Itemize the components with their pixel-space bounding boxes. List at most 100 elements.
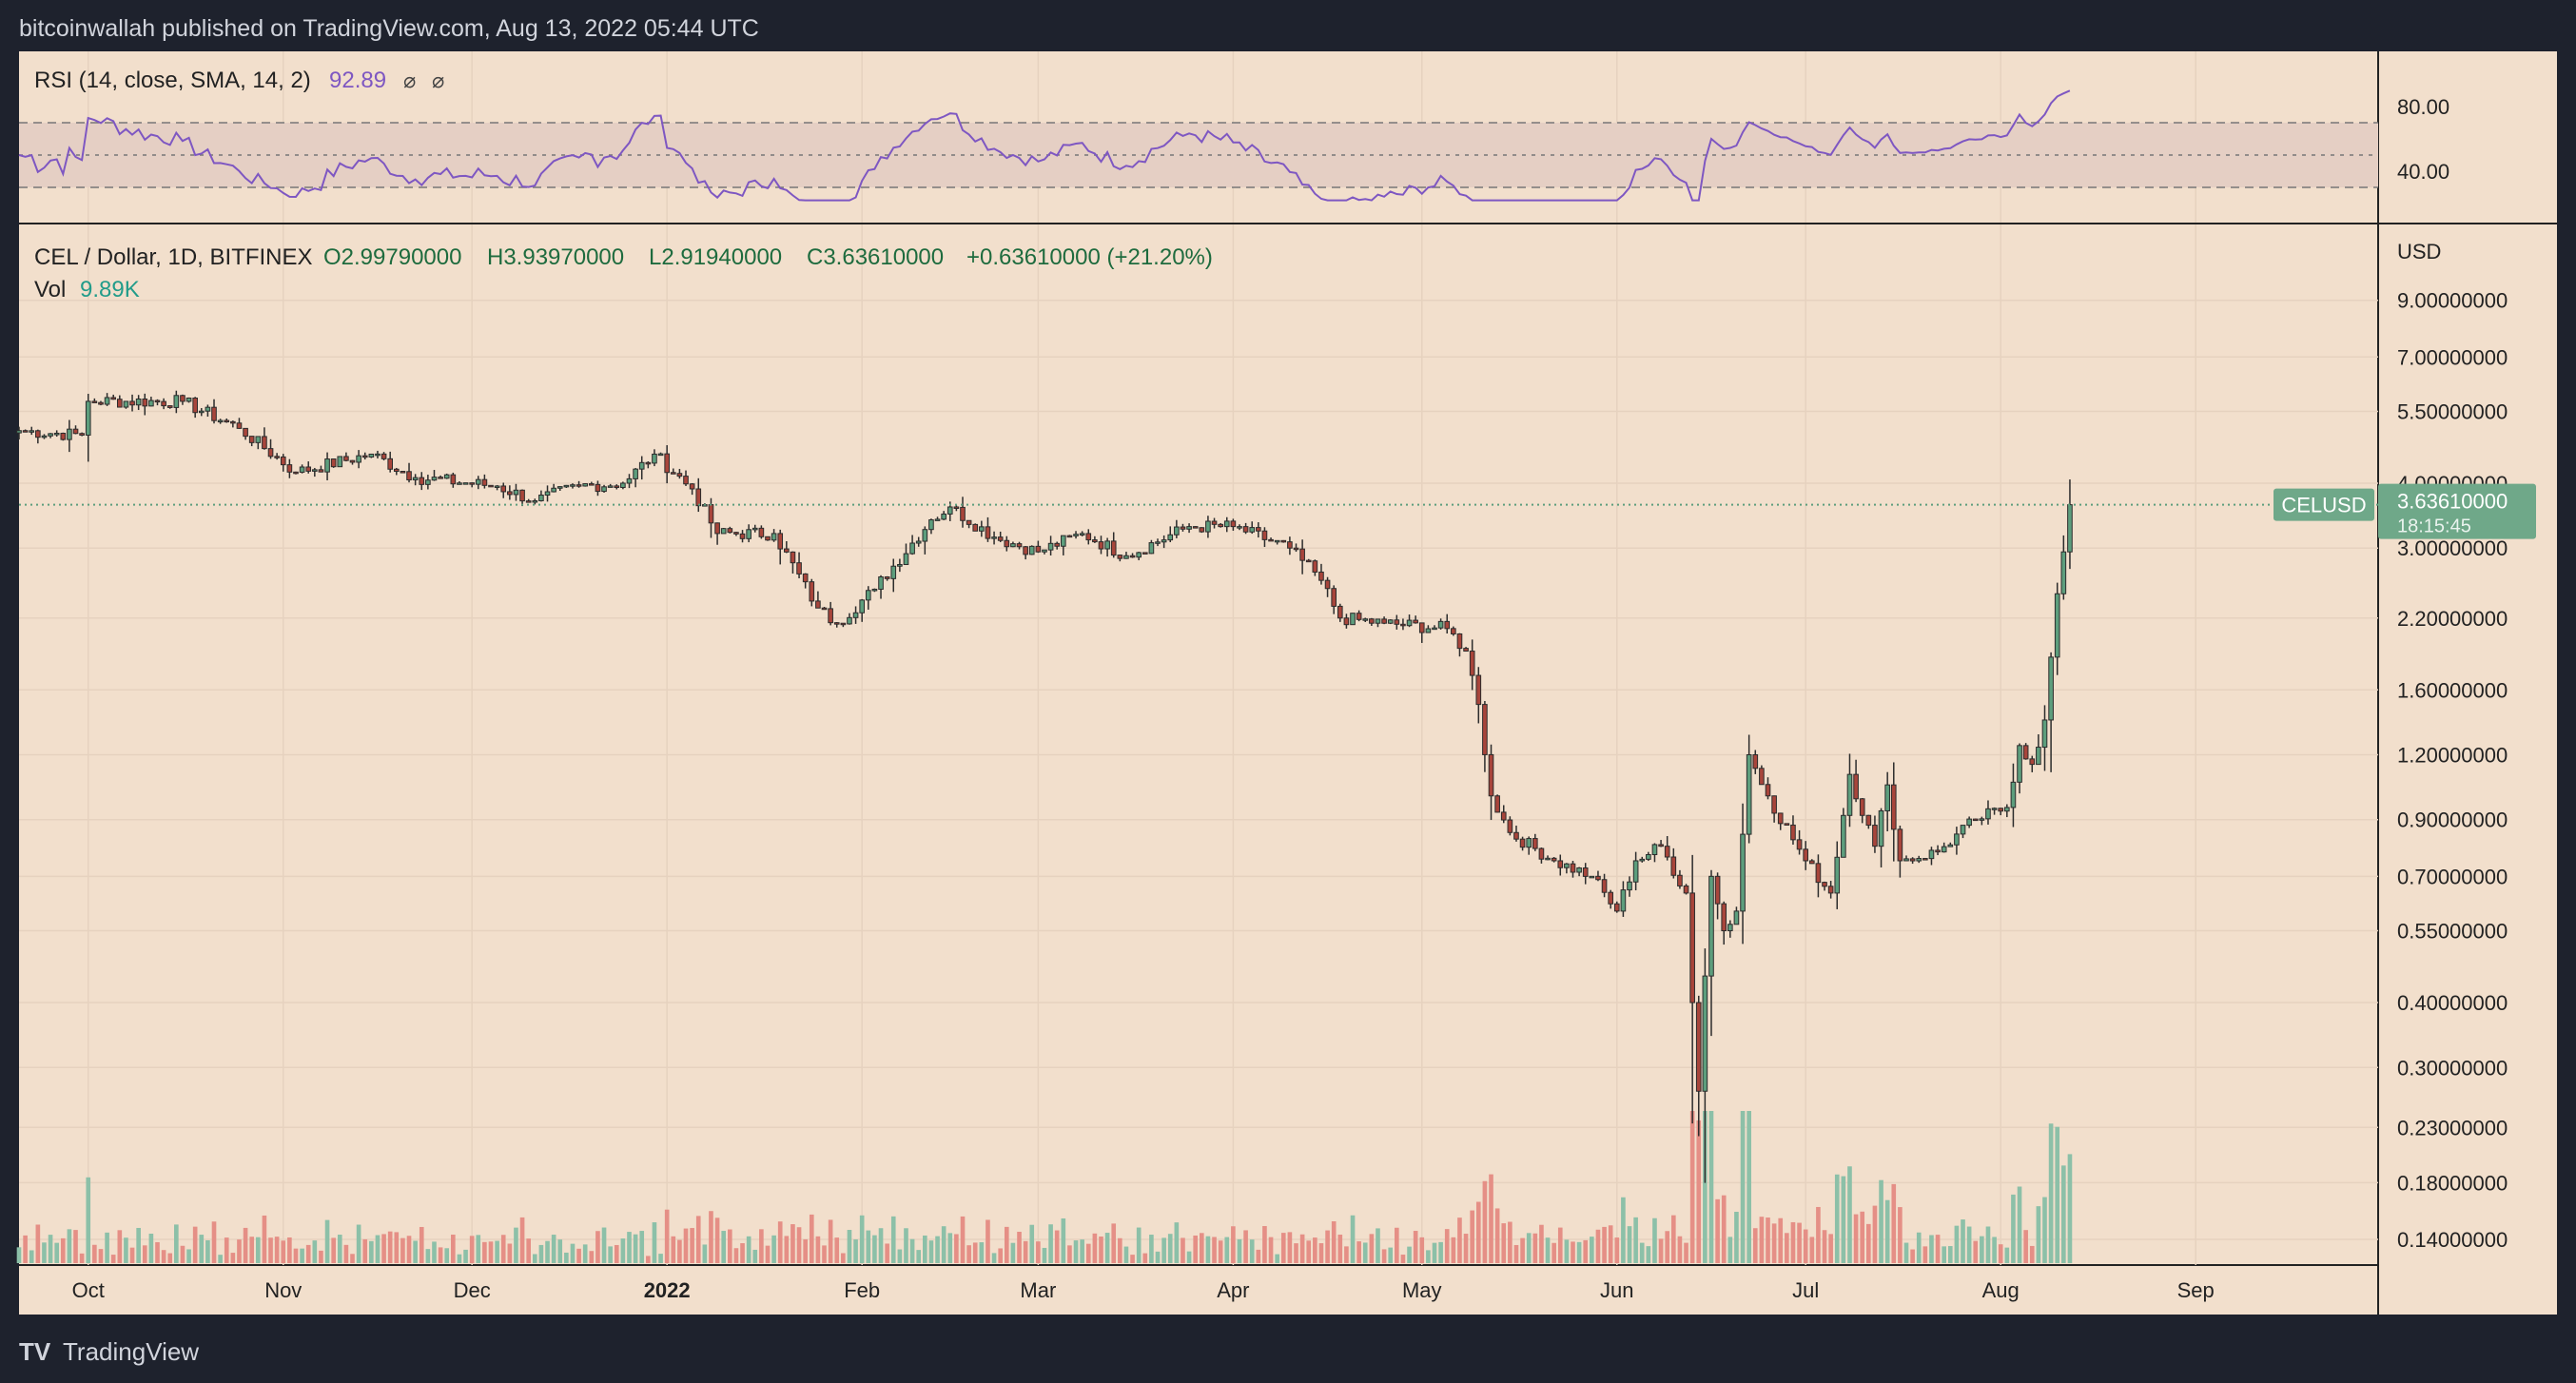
volume-bar [519, 1217, 525, 1263]
volume-bar [695, 1216, 701, 1263]
candle-body [909, 542, 915, 555]
price-axis-label: 0.55000000 [2397, 920, 2508, 944]
candle-body [1256, 527, 1261, 532]
price-tag-price-bg [2378, 483, 2536, 539]
tv-logo-icon: TV [19, 1337, 51, 1366]
candle-body [217, 419, 224, 423]
candle-body [1180, 526, 1186, 530]
volume-bar [1249, 1239, 1255, 1263]
volume-bar [305, 1244, 311, 1263]
rsi-hide-icon[interactable]: ⌀ [403, 68, 416, 92]
volume-bar [897, 1249, 903, 1263]
candle-body [1822, 882, 1827, 887]
volume-bar [1797, 1222, 1802, 1263]
volume-bar [287, 1237, 292, 1263]
volume-bar [570, 1243, 576, 1263]
volume-bar [1325, 1230, 1330, 1263]
candle-body [1010, 543, 1016, 548]
volume-bar [1275, 1254, 1279, 1263]
volume-bar [1306, 1240, 1312, 1263]
candle-body [1475, 674, 1482, 706]
volume-bar [500, 1235, 506, 1263]
candle-body [1192, 526, 1199, 529]
volume-bar [1004, 1226, 1009, 1263]
volume-layer [16, 1111, 2073, 1263]
volume-bar [293, 1248, 299, 1263]
volume-bar [1161, 1237, 1166, 1263]
candle-body [274, 456, 280, 458]
volume-bar [683, 1228, 689, 1263]
tradingview-logo[interactable]: TV TradingView [19, 1337, 199, 1366]
candle-body [890, 565, 897, 579]
volume-bar [274, 1237, 280, 1263]
volume-bar [627, 1232, 632, 1263]
candle-body [368, 453, 375, 458]
volume-bar [646, 1256, 651, 1263]
candle-body [1651, 844, 1658, 856]
volume-bar [1149, 1235, 1154, 1263]
volume-bar [1734, 1212, 1739, 1263]
candle-body [1664, 846, 1670, 858]
candle-body [356, 455, 361, 463]
volume-bar [362, 1238, 368, 1263]
volume-bar [771, 1235, 776, 1263]
volume-bar [375, 1235, 381, 1263]
candle-body [1268, 538, 1274, 542]
volume-bar [614, 1244, 619, 1263]
candle-body [1903, 858, 1909, 862]
candle-body [1394, 619, 1400, 625]
candle-body [922, 529, 928, 542]
candle-body [1557, 860, 1564, 868]
volume-bar [916, 1250, 922, 1263]
volume-bar [1331, 1220, 1337, 1263]
volume-bar [1186, 1251, 1192, 1263]
candle-body [267, 448, 274, 458]
volume-bar [1633, 1217, 1638, 1263]
volume-bar [205, 1239, 210, 1263]
candle-body [1205, 520, 1211, 533]
price-tag-symbol: CELUSD [2281, 494, 2366, 517]
volume-bar [1205, 1236, 1211, 1263]
volume-bar [243, 1227, 248, 1263]
candle-body [185, 398, 192, 402]
candle-body [771, 533, 777, 541]
volume-bar [1689, 1111, 1695, 1263]
candle-body [1834, 856, 1841, 894]
volume-bar [1929, 1235, 1934, 1263]
price-axis-label: 2.20000000 [2397, 607, 2508, 631]
candle-body [1413, 619, 1418, 624]
price-axis-label: 0.14000000 [2397, 1228, 2508, 1252]
volume-bar [834, 1237, 840, 1263]
candle-body [1237, 526, 1242, 529]
candle-body [1513, 831, 1519, 840]
candle-body [406, 471, 412, 481]
candle-body [556, 486, 563, 489]
candle-body [1054, 542, 1061, 547]
candle-body [997, 536, 1004, 541]
candle-body [1104, 540, 1110, 550]
volume-bar [1256, 1249, 1261, 1263]
candle-body [991, 536, 997, 539]
volume-bar [966, 1245, 971, 1263]
volume-bar [1703, 1111, 1708, 1263]
volume-bar [1790, 1221, 1796, 1263]
volume-bar [1980, 1236, 1984, 1263]
volume-bar [224, 1237, 229, 1263]
volume-bar [1085, 1243, 1091, 1263]
volume-bar [1167, 1234, 1173, 1263]
candle-body [1702, 975, 1708, 1092]
volume-bar [928, 1240, 934, 1263]
price-axis-label: 1.20000000 [2397, 744, 2508, 768]
candle-body [1935, 849, 1941, 853]
candle-body [714, 522, 720, 535]
time-axis-label: Aug [1982, 1278, 2020, 1302]
candle-body [299, 466, 305, 473]
candle-body [796, 562, 802, 575]
volume-bar [312, 1240, 318, 1263]
volume-bar [1595, 1229, 1601, 1263]
volume-bar [589, 1251, 595, 1263]
volume-bar [73, 1230, 78, 1263]
rsi-settings-icon[interactable]: ⌀ [432, 68, 444, 92]
volume-bar [1482, 1180, 1488, 1263]
